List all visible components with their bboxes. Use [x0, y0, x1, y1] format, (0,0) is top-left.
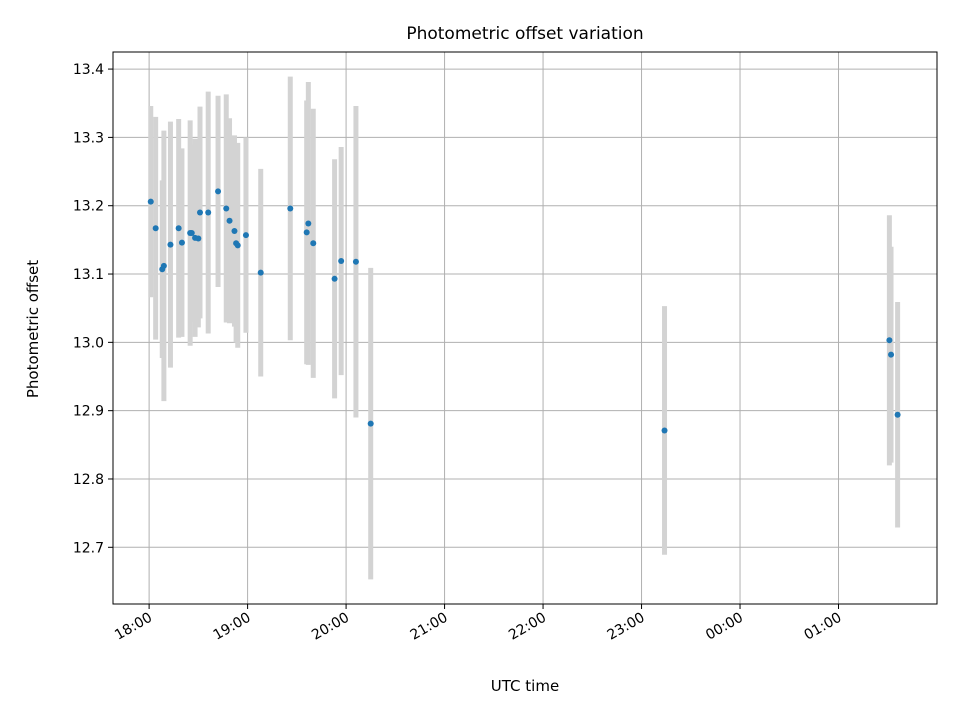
- data-point: [661, 427, 668, 434]
- chart-title: Photometric offset variation: [406, 24, 643, 44]
- data-point: [226, 217, 233, 224]
- data-point: [303, 229, 310, 236]
- y-tick-label: 13.3: [73, 130, 104, 146]
- data-point: [257, 269, 264, 276]
- data-point: [152, 225, 159, 232]
- x-axis-label: UTC time: [491, 677, 559, 695]
- data-point: [231, 227, 238, 234]
- data-point: [894, 411, 901, 418]
- data-point: [886, 337, 893, 344]
- data-point: [338, 258, 345, 265]
- y-axis-label: Photometric offset: [24, 260, 42, 398]
- y-tick-label: 13.0: [73, 335, 104, 351]
- data-point: [367, 420, 374, 427]
- data-point: [352, 258, 359, 265]
- data-point: [205, 209, 212, 216]
- data-point: [160, 262, 167, 269]
- data-point: [287, 205, 294, 212]
- y-tick-label: 13.1: [73, 267, 104, 283]
- data-point: [310, 240, 317, 247]
- data-point: [188, 230, 195, 237]
- data-point: [147, 198, 154, 205]
- data-point: [331, 275, 338, 282]
- y-tick-label: 12.9: [73, 404, 104, 420]
- data-point: [215, 188, 222, 195]
- y-tick-label: 12.8: [73, 472, 104, 488]
- data-point: [242, 232, 249, 239]
- data-point: [234, 242, 241, 249]
- grid: [113, 52, 937, 604]
- y-tick-label: 13.4: [73, 62, 104, 78]
- data-point: [175, 225, 182, 232]
- data-point: [223, 205, 230, 212]
- data-point: [178, 239, 185, 246]
- y-tick-label: 13.2: [73, 199, 104, 215]
- data-point: [195, 235, 202, 242]
- data-point: [167, 241, 174, 248]
- y-tick-label: 12.7: [73, 540, 104, 556]
- data-point: [196, 209, 203, 216]
- plot-frame: [112, 51, 938, 605]
- y-axis-ticks: 12.7 12.8 12.9 13.0 13.1 13.2 13.3 13.4: [73, 62, 113, 556]
- data-point: [305, 220, 312, 227]
- data-point: [888, 351, 895, 358]
- data-points: [147, 188, 901, 434]
